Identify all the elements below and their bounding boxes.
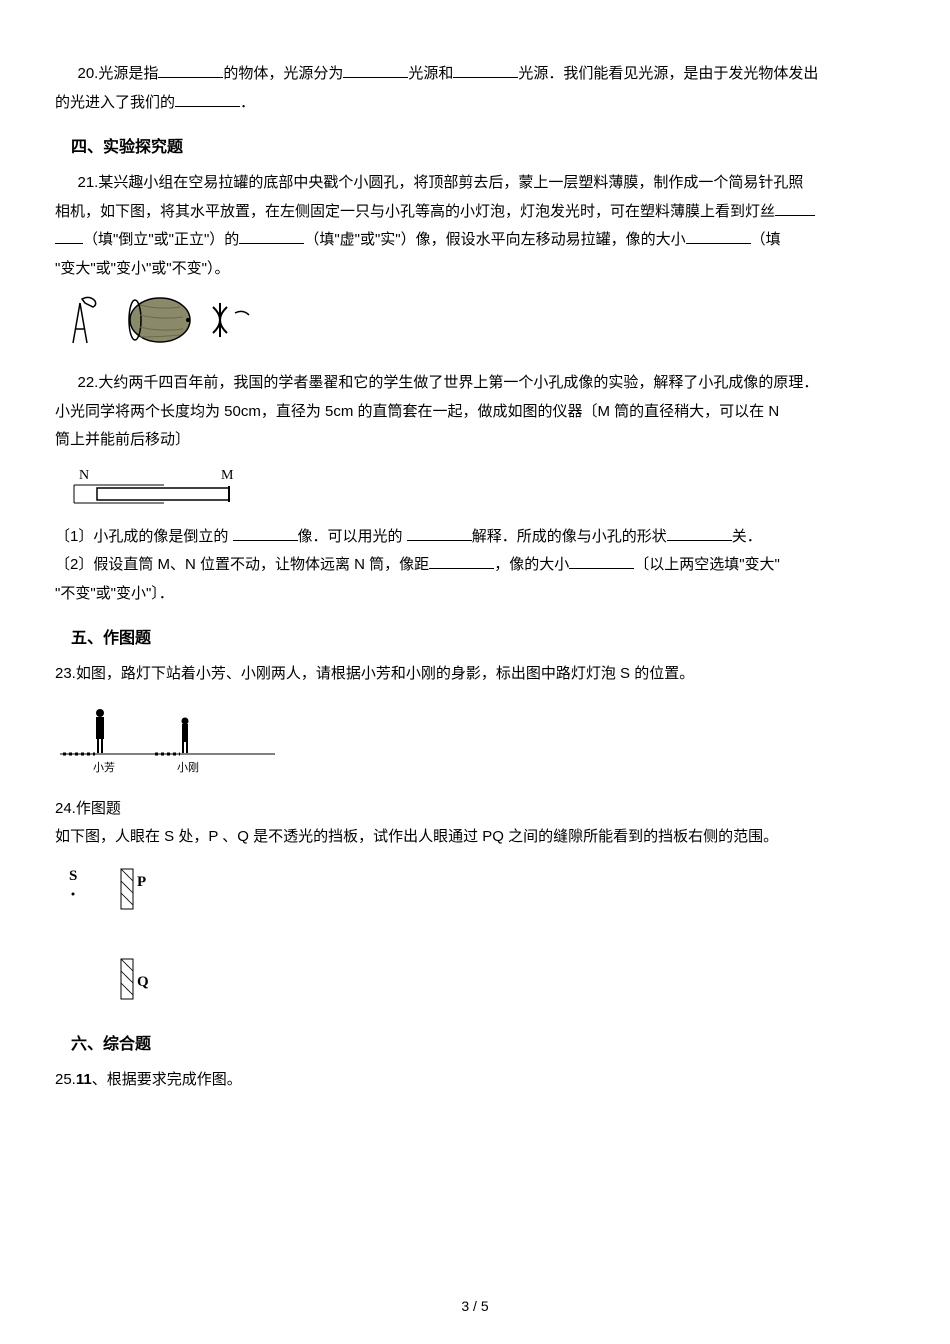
blank[interactable] <box>55 226 83 244</box>
q21-l2: 相机，如下图，将其水平放置，在左侧固定一只与小孔等高的小灯泡，灯泡发光时，可在塑… <box>55 198 895 227</box>
q22-figure: N M <box>69 467 895 509</box>
blank[interactable] <box>775 198 815 216</box>
q22-s1-p2: 像．可以用光的 <box>298 528 403 545</box>
blank[interactable] <box>453 60 518 78</box>
q22-l1: 22.大约两千四百年前，我国的学者墨翟和它的学生做了世界上第一个小孔成像的实验，… <box>55 369 895 398</box>
blank[interactable] <box>343 60 408 78</box>
question-24: 24.作图题 如下图，人眼在 S 处，P 、Q 是不透光的挡板，试作出人眼通过 … <box>55 795 895 852</box>
question-21: 21.某兴趣小组在空易拉罐的底部中央戳个小圆孔，将顶部剪去后，蒙上一层塑料薄膜，… <box>55 169 895 283</box>
streetlight-shadow-icon: 小芳 小刚 <box>55 701 285 781</box>
q21-l4: "变大"或"变小"或"不变"）。 <box>55 255 895 284</box>
blank[interactable] <box>569 551 634 569</box>
question-20: 20.光源是指 的物体，光源分为 光源和 光源．我们能看见光源，是由于发光物体发出 的… <box>55 60 895 117</box>
q22-s2-p3: 〔以上两空选填"变大" <box>634 556 780 573</box>
m-label: M <box>221 468 234 483</box>
page-total: 5 <box>481 1298 489 1314</box>
q22-s1-prefix: 〔1〕小孔成的像是倒立的 <box>55 528 228 545</box>
q22-s1-p4: 关． <box>732 528 762 545</box>
blank[interactable] <box>667 523 732 541</box>
q22-l3: 筒上并能前后移动〕 <box>55 426 895 455</box>
question-23: 23.如图，路灯下站着小芳、小刚两人，请根据小芳和小刚的身影，标出图中路灯灯泡 … <box>55 660 895 689</box>
q20-l2-prefix: 的光进入了我们的 <box>55 94 175 111</box>
q23-text: 23.如图，路灯下站着小芳、小刚两人，请根据小芳和小刚的身影，标出图中路灯灯泡 … <box>55 660 895 689</box>
section-6-title: 六、综合题 <box>55 1030 895 1054</box>
q25-prefix: 25. <box>55 1071 76 1088</box>
q25-text: 25.11、根据要求完成作图。 <box>55 1066 895 1095</box>
label-xiaogang: 小刚 <box>177 761 199 774</box>
q25-suffix: 、根据要求完成作图。 <box>92 1071 242 1088</box>
q24-l1: 24.作图题 <box>55 795 895 824</box>
blank[interactable] <box>407 523 472 541</box>
q21-l3-p3: （填 <box>751 231 781 248</box>
blank[interactable] <box>158 60 223 78</box>
question-22: 22.大约两千四百年前，我国的学者墨翟和它的学生做了世界上第一个小孔成像的实验，… <box>55 369 895 455</box>
blank[interactable] <box>239 226 304 244</box>
q22-subs: 〔1〕小孔成的像是倒立的 像．可以用光的 解释．所成的像与小孔的形状 关． 〔2〕… <box>55 523 895 609</box>
question-25: 25.11、根据要求完成作图。 <box>55 1066 895 1095</box>
tube-diagram-icon: N M <box>69 467 244 509</box>
section-5-title: 五、作图题 <box>55 624 895 648</box>
q20-l2-suffix: ． <box>240 94 255 111</box>
q21-l2-prefix: 相机，如下图，将其水平放置，在左侧固定一只与小孔等高的小灯泡，灯泡发光时，可在塑… <box>55 203 775 220</box>
q22-s2-p2: ，像的大小 <box>494 556 569 573</box>
blank[interactable] <box>175 89 240 107</box>
blank[interactable] <box>429 551 494 569</box>
q21-l3-p1: （填"倒立"或"正立"）的 <box>83 231 239 248</box>
pinhole-camera-icon <box>65 295 265 355</box>
s-label: S <box>69 868 77 884</box>
page-current: 3 <box>461 1298 469 1314</box>
q22-s1-p3: 解释．所成的像与小孔的形状 <box>472 528 667 545</box>
q24-l2: 如下图，人眼在 S 处，P 、Q 是不透光的挡板，试作出人眼通过 PQ 之间的缝… <box>55 823 895 852</box>
q21-l3-p2: （填"虚"或"实"）像，假设水平向左移动易拉罐，像的大小 <box>304 231 685 248</box>
q22-s2-prefix: 〔2〕假设直筒 M、N 位置不动，让物体远离 N 筒，像距 <box>55 556 429 573</box>
q22-l2: 小光同学将两个长度均为 50cm，直径为 5cm 的直筒套在一起，做成如图的仪器… <box>55 398 895 427</box>
blank[interactable] <box>686 226 751 244</box>
p-label: P <box>137 874 146 890</box>
slit-diagram-icon: S P Q <box>61 864 181 1014</box>
q20-p2: 的物体，光源分为 <box>223 65 343 82</box>
q22-sub2: 〔2〕假设直筒 M、N 位置不动，让物体远离 N 筒，像距 ，像的大小 〔以上两空选… <box>55 551 895 580</box>
q-label: Q <box>137 974 149 990</box>
blank[interactable] <box>233 523 298 541</box>
page-number: 3 / 5 <box>461 1298 488 1314</box>
q20-p3: 光源和 <box>408 65 453 82</box>
q25-num: 11 <box>76 1071 92 1088</box>
n-label: N <box>79 468 89 483</box>
q22-sub1: 〔1〕小孔成的像是倒立的 像．可以用光的 解释．所成的像与小孔的形状 关． <box>55 523 895 552</box>
q20-text: 20.光源是指 的物体，光源分为 光源和 光源．我们能看见光源，是由于发光物体发出 <box>55 60 895 89</box>
q22-sub2-l2: "不变"或"变小"〕． <box>55 580 895 609</box>
q20-line2: 的光进入了我们的 ． <box>55 89 895 118</box>
q24-figure: S P Q <box>61 864 895 1014</box>
q21-figure <box>65 295 895 355</box>
q21-l3: （填"倒立"或"正立"）的 （填"虚"或"实"）像，假设水平向左移动易拉罐，像的大… <box>55 226 895 255</box>
q21-l1: 21.某兴趣小组在空易拉罐的底部中央戳个小圆孔，将顶部剪去后，蒙上一层塑料薄膜，… <box>55 169 895 198</box>
q20-prefix: 20.光源是指 <box>78 65 159 82</box>
label-xiaofang: 小芳 <box>93 760 115 774</box>
q20-p4: 光源．我们能看见光源，是由于发光物体发出 <box>518 65 818 82</box>
q23-figure: 小芳 小刚 <box>55 701 895 781</box>
section-4-title: 四、实验探究题 <box>55 133 895 157</box>
